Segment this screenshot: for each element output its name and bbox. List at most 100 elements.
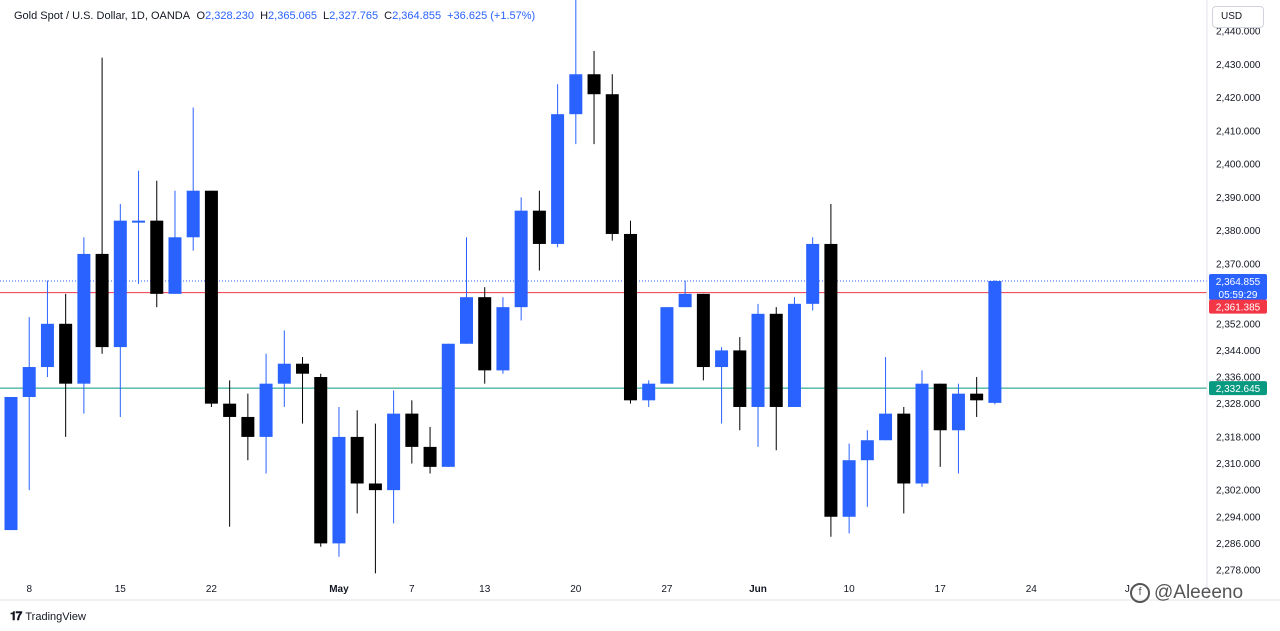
candle[interactable] bbox=[168, 190, 182, 294]
candle[interactable] bbox=[332, 406, 346, 557]
candle-body bbox=[405, 413, 419, 447]
candle[interactable] bbox=[405, 400, 419, 464]
candle[interactable] bbox=[733, 337, 747, 431]
candle[interactable] bbox=[605, 74, 619, 241]
candle-body bbox=[296, 363, 310, 374]
candle[interactable] bbox=[387, 390, 401, 524]
tradingview-logo-icon: 𝟏𝟕 bbox=[10, 609, 22, 623]
candle-body bbox=[132, 220, 146, 223]
y-tick-label: 2,430.000 bbox=[1216, 60, 1261, 71]
candle-body bbox=[569, 74, 583, 115]
candle-body bbox=[204, 190, 218, 404]
candle[interactable] bbox=[915, 370, 929, 487]
candle[interactable] bbox=[751, 303, 765, 447]
x-tick-label: 10 bbox=[844, 584, 856, 595]
candle[interactable] bbox=[860, 430, 874, 507]
x-tick-label: J bbox=[1125, 584, 1130, 595]
candle[interactable] bbox=[113, 204, 127, 417]
price-axis[interactable]: 2,440.000 2,430.000 2,420.000 2,410.000 2,40… bbox=[1216, 27, 1261, 577]
tradingview-branding[interactable]: 𝟏𝟕 TradingView bbox=[10, 609, 86, 624]
red-level-tag: 2,361.385 bbox=[1209, 299, 1267, 314]
time-axis[interactable]: 8 15 22 May 7 13 20 27 Jun 10 17 24 J bbox=[26, 584, 1129, 595]
candle-body bbox=[387, 413, 401, 491]
candle-body bbox=[241, 416, 255, 437]
x-tick-label: 13 bbox=[479, 584, 491, 595]
candle[interactable] bbox=[642, 380, 656, 407]
red-level-tag-bg bbox=[1209, 299, 1267, 314]
candle[interactable] bbox=[787, 297, 801, 407]
candle[interactable] bbox=[551, 84, 565, 248]
candle[interactable] bbox=[569, 0, 583, 145]
x-tick-label: 8 bbox=[26, 584, 32, 595]
candle[interactable] bbox=[696, 293, 710, 381]
candle[interactable] bbox=[715, 347, 729, 424]
candle[interactable] bbox=[988, 280, 1002, 405]
candle-body bbox=[368, 483, 382, 491]
candle[interactable] bbox=[970, 377, 984, 417]
currency-button[interactable]: USD bbox=[1212, 6, 1264, 28]
watermark-icon: f bbox=[1130, 583, 1150, 603]
candle[interactable] bbox=[496, 297, 510, 374]
y-tick-label: 2,278.000 bbox=[1216, 566, 1261, 577]
candle[interactable] bbox=[532, 190, 546, 271]
candle[interactable] bbox=[623, 220, 637, 404]
candle[interactable] bbox=[241, 393, 255, 461]
candle[interactable] bbox=[150, 180, 164, 308]
candle[interactable] bbox=[842, 443, 856, 534]
candle[interactable] bbox=[314, 373, 328, 547]
candle-body bbox=[259, 383, 273, 437]
candle[interactable] bbox=[678, 280, 692, 308]
candle[interactable] bbox=[587, 50, 601, 145]
candle[interactable] bbox=[40, 280, 54, 378]
high-value: 2,365.065 bbox=[268, 10, 317, 22]
candle[interactable] bbox=[186, 107, 200, 251]
candle[interactable] bbox=[769, 307, 783, 451]
x-tick-label: 22 bbox=[206, 584, 218, 595]
green-level-tag-bg bbox=[1209, 381, 1267, 396]
candle[interactable] bbox=[660, 307, 674, 384]
candle[interactable] bbox=[806, 237, 820, 311]
candle[interactable] bbox=[277, 330, 291, 407]
candle-body bbox=[988, 281, 1002, 403]
candle[interactable] bbox=[77, 237, 91, 414]
candle[interactable] bbox=[879, 357, 893, 441]
candle-body bbox=[423, 446, 437, 467]
candle[interactable] bbox=[423, 426, 437, 474]
candle[interactable] bbox=[460, 237, 473, 344]
candle[interactable] bbox=[59, 293, 73, 437]
candle-body bbox=[605, 94, 619, 234]
y-tick-label: 2,370.000 bbox=[1216, 259, 1261, 270]
green-level-tag: 2,332.645 bbox=[1209, 381, 1267, 396]
candle[interactable] bbox=[368, 423, 382, 574]
y-tick-label: 2,286.000 bbox=[1216, 539, 1261, 550]
candle[interactable] bbox=[95, 57, 109, 354]
candle[interactable] bbox=[897, 406, 911, 514]
candle-body bbox=[113, 220, 127, 348]
candle-body bbox=[587, 74, 601, 95]
candle[interactable] bbox=[514, 197, 528, 321]
candle[interactable] bbox=[296, 357, 310, 424]
candle[interactable] bbox=[350, 410, 364, 514]
candle[interactable] bbox=[4, 396, 18, 531]
candle-body bbox=[769, 313, 783, 407]
candle[interactable] bbox=[259, 353, 273, 474]
candle[interactable] bbox=[204, 190, 218, 407]
candle-body bbox=[150, 220, 164, 294]
candle-body bbox=[660, 307, 674, 384]
x-tick-label: May bbox=[329, 584, 349, 595]
y-tick-label: 2,390.000 bbox=[1216, 193, 1261, 204]
candle[interactable] bbox=[933, 383, 947, 467]
candle-body bbox=[186, 190, 200, 238]
candle[interactable] bbox=[478, 287, 492, 384]
change-value: +36.625 (+1.57%) bbox=[447, 10, 536, 22]
candle[interactable] bbox=[441, 343, 455, 467]
symbol-name[interactable]: Gold Spot / U.S. Dollar, 1D, OANDA bbox=[14, 10, 190, 22]
candle[interactable] bbox=[22, 317, 36, 491]
candle[interactable] bbox=[223, 380, 237, 527]
candle[interactable] bbox=[951, 383, 965, 474]
y-tick-label: 2,318.000 bbox=[1216, 432, 1261, 443]
low-value: 2,327.765 bbox=[329, 10, 379, 22]
candle[interactable] bbox=[132, 170, 146, 284]
candle[interactable] bbox=[824, 204, 838, 537]
